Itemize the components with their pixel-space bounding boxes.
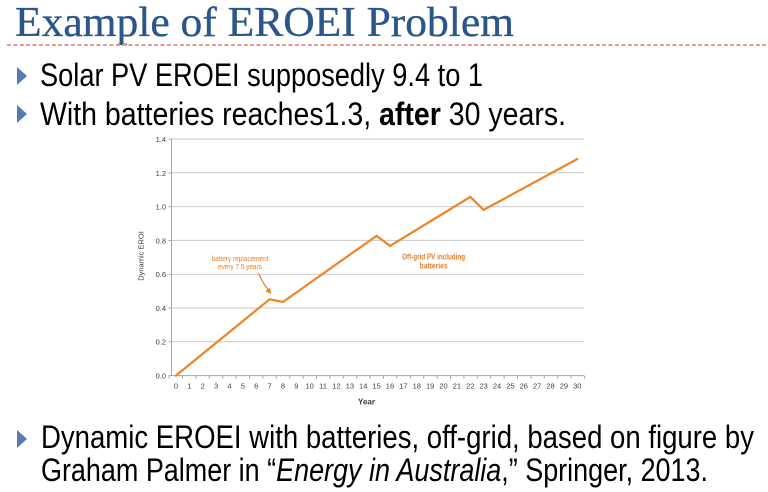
svg-text:every 7.5 years: every 7.5 years (218, 262, 262, 271)
svg-text:26: 26 (520, 381, 528, 390)
svg-text:4: 4 (227, 381, 231, 390)
svg-text:Year: Year (358, 398, 375, 407)
svg-text:13: 13 (346, 381, 354, 390)
svg-text:16: 16 (386, 381, 394, 390)
svg-text:Dynamic EROI: Dynamic EROI (137, 231, 146, 281)
svg-text:5: 5 (241, 381, 245, 390)
svg-text:23: 23 (479, 381, 487, 390)
svg-text:22: 22 (466, 381, 474, 390)
svg-text:21: 21 (453, 381, 461, 390)
svg-text:11: 11 (319, 381, 327, 390)
svg-text:28: 28 (546, 381, 554, 390)
svg-text:0.4: 0.4 (156, 304, 166, 313)
svg-text:0.6: 0.6 (156, 270, 166, 279)
svg-text:0.0: 0.0 (156, 371, 166, 380)
svg-text:12: 12 (332, 381, 340, 390)
svg-text:1.2: 1.2 (156, 169, 166, 178)
svg-text:7: 7 (267, 381, 271, 390)
svg-text:27: 27 (533, 381, 541, 390)
svg-text:1.4: 1.4 (156, 135, 166, 144)
svg-text:9: 9 (294, 381, 298, 390)
svg-text:0.2: 0.2 (156, 338, 166, 347)
svg-text:19: 19 (426, 381, 434, 390)
svg-text:24: 24 (493, 381, 501, 390)
svg-text:25: 25 (506, 381, 514, 390)
svg-text:29: 29 (560, 381, 568, 390)
svg-text:0: 0 (174, 381, 178, 390)
svg-text:17: 17 (399, 381, 407, 390)
svg-text:20: 20 (439, 381, 447, 390)
svg-text:15: 15 (372, 381, 380, 390)
svg-text:2: 2 (201, 381, 205, 390)
svg-text:0.8: 0.8 (156, 236, 166, 245)
svg-text:batteries: batteries (420, 261, 448, 271)
svg-text:3: 3 (214, 381, 218, 390)
svg-text:10: 10 (306, 381, 314, 390)
svg-text:Off-grid PV including: Off-grid PV including (402, 251, 465, 261)
svg-text:8: 8 (281, 381, 285, 390)
svg-text:30: 30 (573, 381, 581, 390)
svg-text:14: 14 (359, 381, 367, 390)
svg-text:1: 1 (187, 381, 191, 390)
svg-text:1.0: 1.0 (156, 203, 166, 212)
svg-text:battery replacement: battery replacement (212, 254, 270, 263)
svg-text:18: 18 (413, 381, 421, 390)
svg-text:6: 6 (254, 381, 258, 390)
